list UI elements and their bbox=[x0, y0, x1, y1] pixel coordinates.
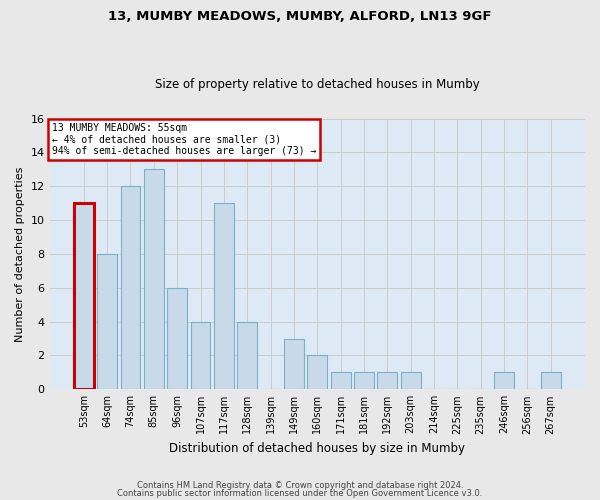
Bar bbox=[214, 203, 234, 390]
Bar bbox=[377, 372, 397, 390]
Text: Contains public sector information licensed under the Open Government Licence v3: Contains public sector information licen… bbox=[118, 488, 482, 498]
Bar bbox=[331, 372, 350, 390]
Bar bbox=[167, 288, 187, 390]
Text: 13, MUMBY MEADOWS, MUMBY, ALFORD, LN13 9GF: 13, MUMBY MEADOWS, MUMBY, ALFORD, LN13 9… bbox=[108, 10, 492, 23]
Bar bbox=[307, 356, 327, 390]
Bar bbox=[74, 203, 94, 390]
Bar bbox=[144, 170, 164, 390]
Y-axis label: Number of detached properties: Number of detached properties bbox=[15, 166, 25, 342]
Title: Size of property relative to detached houses in Mumby: Size of property relative to detached ho… bbox=[155, 78, 479, 91]
Text: 13 MUMBY MEADOWS: 55sqm
← 4% of detached houses are smaller (3)
94% of semi-deta: 13 MUMBY MEADOWS: 55sqm ← 4% of detached… bbox=[52, 122, 317, 156]
Bar bbox=[191, 322, 211, 390]
Bar bbox=[401, 372, 421, 390]
Bar bbox=[238, 322, 257, 390]
Bar bbox=[97, 254, 117, 390]
Bar bbox=[541, 372, 560, 390]
Bar bbox=[494, 372, 514, 390]
Bar bbox=[354, 372, 374, 390]
Bar bbox=[284, 338, 304, 390]
X-axis label: Distribution of detached houses by size in Mumby: Distribution of detached houses by size … bbox=[169, 442, 465, 455]
Bar bbox=[121, 186, 140, 390]
Text: Contains HM Land Registry data © Crown copyright and database right 2024.: Contains HM Land Registry data © Crown c… bbox=[137, 481, 463, 490]
